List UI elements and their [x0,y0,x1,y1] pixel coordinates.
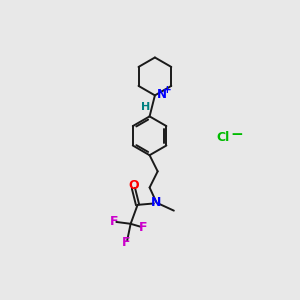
Text: F: F [122,236,131,249]
Text: O: O [128,179,139,192]
Text: −: − [230,127,243,142]
Text: +: + [163,85,171,95]
Text: F: F [138,221,147,235]
Text: H: H [141,102,150,112]
Text: N: N [157,88,167,101]
Text: Cl: Cl [216,131,230,144]
Text: F: F [110,215,118,229]
Text: N: N [151,196,162,209]
